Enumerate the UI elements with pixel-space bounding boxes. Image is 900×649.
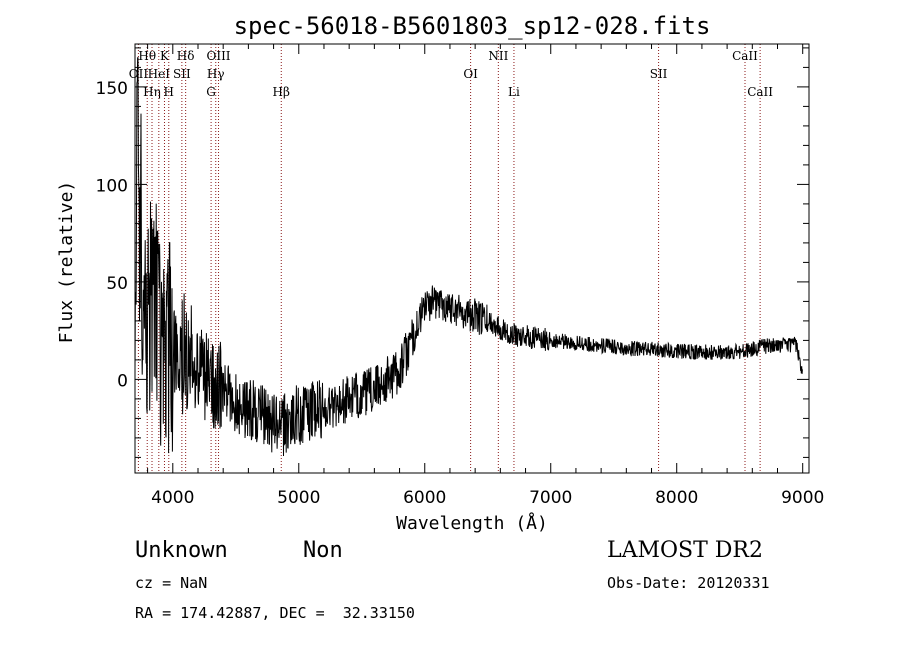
spectrum-line	[134, 57, 803, 457]
y-tick-label: 150	[96, 79, 128, 99]
x-tick-label: 7000	[529, 488, 572, 508]
line-marker-label: OI	[463, 67, 478, 81]
x-tick-label: 5000	[277, 488, 320, 508]
line-marker-label: H	[164, 85, 174, 99]
line-marker-label: HeI	[148, 67, 171, 81]
survey-label: LAMOST DR2	[607, 538, 763, 563]
line-marker-label: SII	[650, 67, 668, 81]
line-marker-label: NII	[488, 49, 508, 63]
line-marker-label: Hγ	[207, 67, 225, 81]
x-tick-label: 9000	[781, 488, 824, 508]
line-marker-label: Hβ	[273, 85, 290, 99]
x-tick-label: 8000	[655, 488, 698, 508]
obs-date-label: Obs-Date: 20120331	[607, 574, 770, 592]
y-tick-label: 50	[106, 274, 128, 294]
y-tick-label: 0	[117, 371, 128, 391]
coordinates-label: RA = 174.42887, DEC = 32.33150	[135, 604, 415, 622]
y-axis-label: Flux (relative)	[56, 181, 77, 344]
y-tick-label: 100	[96, 176, 128, 196]
line-marker-label: Hη	[143, 85, 161, 99]
classification-label: Unknown	[135, 538, 228, 563]
line-marker-label: Hθ	[138, 49, 156, 63]
line-marker-label: Hδ	[177, 49, 195, 63]
line-marker-label: K	[160, 49, 170, 63]
line-marker-label: Li	[508, 85, 520, 99]
redshift-label: cz = NaN	[135, 574, 208, 592]
emission-line-markers: HθOIIHηHeIKHSIIHδGHγOIIIHβOINIILiSIICaII…	[129, 44, 773, 473]
plot-frame	[134, 43, 810, 474]
line-marker-label: G	[206, 85, 216, 99]
line-marker-label: OIII	[206, 49, 230, 63]
subclass-label: Non	[303, 538, 343, 563]
line-marker-label: CaII	[732, 49, 758, 63]
x-axis-label: Wavelength (Å)	[396, 512, 548, 534]
line-marker-label: CaII	[747, 85, 773, 99]
x-tick-label: 6000	[403, 488, 446, 508]
axes: 4000 5000 6000 7000 8000 9000 0 50 100 150	[96, 44, 824, 508]
line-marker-label: SII	[173, 67, 191, 81]
chart-title: spec-56018-B5601803_sp12-028.fits	[234, 12, 711, 40]
x-tick-label: 4000	[151, 488, 194, 508]
